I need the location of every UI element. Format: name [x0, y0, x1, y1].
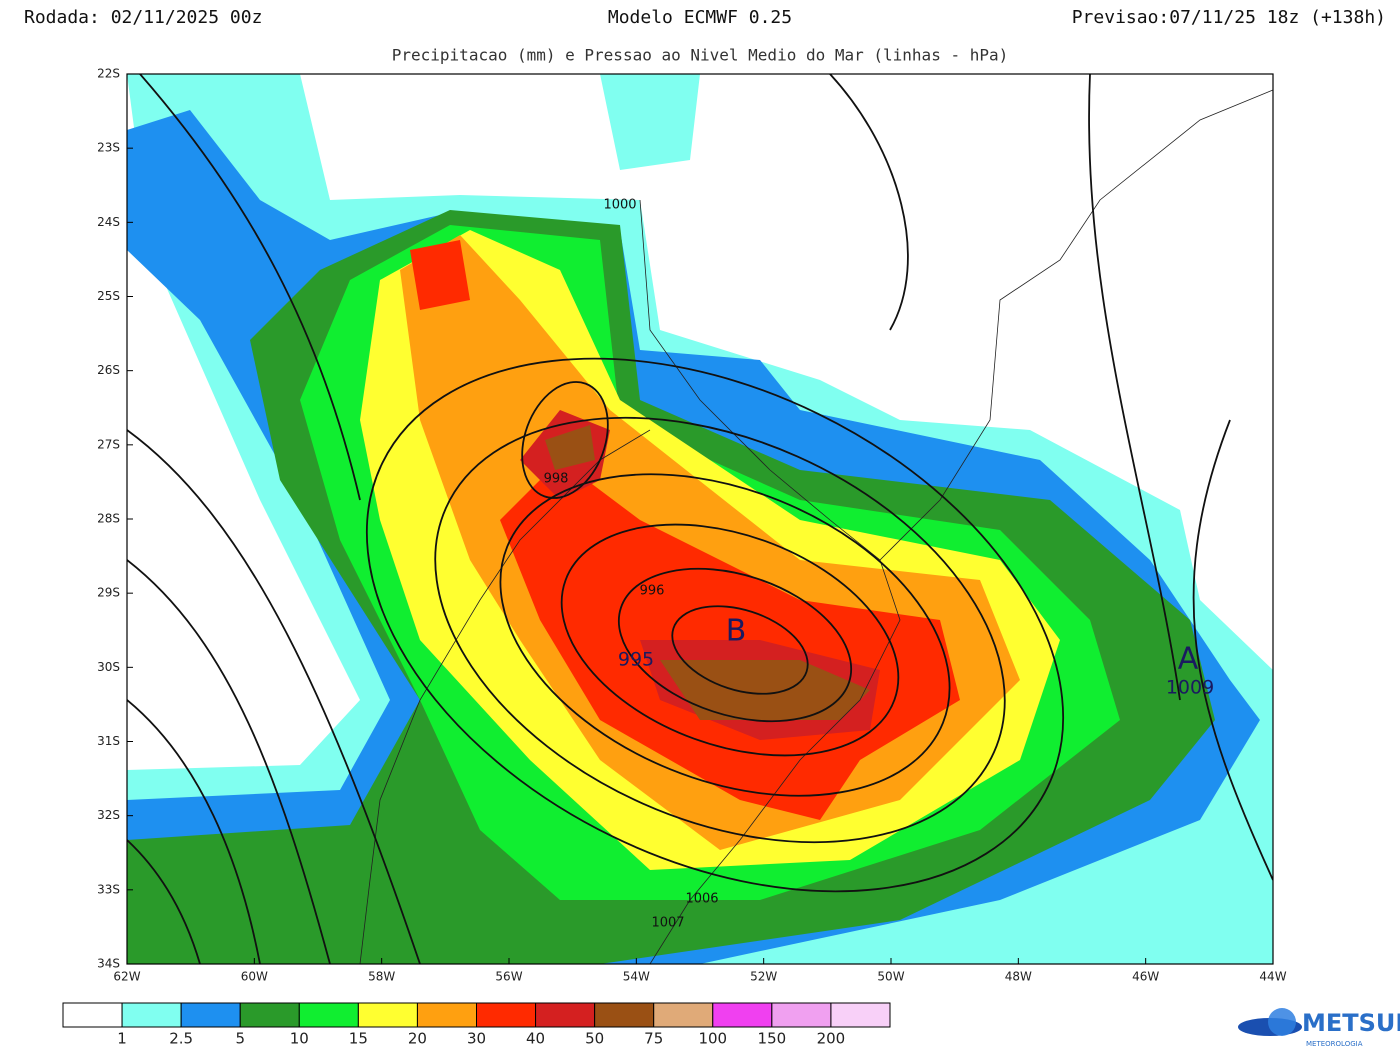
- colorbar-swatch: [594, 1002, 655, 1028]
- isobars: [127, 74, 1273, 964]
- colorbar-swatch: [653, 1002, 714, 1028]
- lat-label: 29S: [97, 586, 120, 600]
- colorbar-label: 150: [758, 1030, 787, 1048]
- isobar-label: 1007: [651, 916, 684, 931]
- logo-name: METSUL: [1302, 1009, 1400, 1037]
- lat-label: 33S: [97, 882, 120, 896]
- pressure-center-value: 995: [618, 649, 654, 671]
- lat-label: 27S: [97, 437, 120, 451]
- pressure-center-value: 1009: [1166, 677, 1214, 699]
- isobar-label: 1006: [685, 892, 718, 907]
- pressure-center-letter: B: [726, 614, 747, 649]
- colorbar-swatch: [771, 1002, 832, 1028]
- colorbar-swatch: [357, 1002, 418, 1028]
- isobar-label: 1000: [603, 198, 636, 213]
- colorbar-swatch: [416, 1002, 477, 1028]
- colorbar-swatch: [476, 1002, 537, 1028]
- pressure-center-letter: A: [1178, 642, 1199, 677]
- logo: METSUL METEOROLOGIA: [1238, 1008, 1400, 1048]
- colorbar-label: 75: [644, 1030, 663, 1048]
- run-label: Rodada: 02/11/2025 00z: [24, 7, 262, 28]
- colorbar-label: 40: [526, 1030, 545, 1048]
- precipitation-field: [127, 74, 1273, 964]
- forecast-label: Previsao:07/11/25 18z (+138h): [1072, 7, 1386, 28]
- lat-label: 28S: [97, 512, 120, 526]
- lat-label: 32S: [97, 808, 120, 822]
- colorbar-label: 5: [235, 1030, 245, 1048]
- colorbar-swatch: [239, 1002, 300, 1028]
- colorbar-swatch: [180, 1002, 241, 1028]
- lon-label: 58W: [368, 970, 395, 984]
- colorbar-label: 200: [817, 1030, 846, 1048]
- lat-label: 24S: [97, 215, 120, 229]
- lon-label: 48W: [1005, 970, 1032, 984]
- logo-circle: [1268, 1008, 1296, 1036]
- lon-label: 56W: [495, 970, 522, 984]
- colorbar-label: 10: [290, 1030, 309, 1048]
- colorbar-label: 2.5: [169, 1030, 193, 1048]
- isobar-label: 996: [640, 584, 665, 599]
- lat-label: 34S: [97, 957, 120, 971]
- colorbar-label: 30: [467, 1030, 486, 1048]
- colorbar: 1 2.5 5 10 15 20 30 40 50 75 100 150 200: [62, 1002, 891, 1048]
- lat-label: 26S: [97, 363, 120, 377]
- lon-label: 62W: [113, 970, 140, 984]
- colorbar-swatch: [62, 1002, 123, 1028]
- lat-label: 22S: [97, 67, 120, 81]
- model-label: Modelo ECMWF 0.25: [608, 7, 792, 28]
- lon-label: 50W: [877, 970, 904, 984]
- lon-label: 60W: [241, 970, 268, 984]
- lon-label: 52W: [750, 970, 777, 984]
- lat-label: 31S: [97, 734, 120, 748]
- axes: 22S23S24S25S26S27S28S29S30S31S32S33S34S6…: [97, 67, 1287, 984]
- colorbar-swatch: [121, 1002, 182, 1028]
- colorbar-label: 100: [698, 1030, 727, 1048]
- colorbar-swatch: [535, 1002, 596, 1028]
- colorbar-label: 15: [349, 1030, 368, 1048]
- colorbar-swatch: [712, 1002, 773, 1028]
- lat-label: 30S: [97, 660, 120, 674]
- lat-label: 25S: [97, 289, 120, 303]
- subtitle: Precipitacao (mm) e Pressao ao Nivel Med…: [392, 46, 1009, 65]
- logo-tagline: METEOROLOGIA: [1306, 1040, 1363, 1048]
- colorbar-swatch: [298, 1002, 359, 1028]
- lon-label: 54W: [623, 970, 650, 984]
- colorbar-label: 50: [585, 1030, 604, 1048]
- isobar-label: 998: [544, 472, 569, 487]
- lat-label: 23S: [97, 141, 120, 155]
- lon-label: 46W: [1132, 970, 1159, 984]
- colorbar-label: 1: [117, 1030, 127, 1048]
- lon-label: 44W: [1259, 970, 1286, 984]
- colorbar-label: 20: [408, 1030, 427, 1048]
- colorbar-swatch: [830, 1002, 891, 1028]
